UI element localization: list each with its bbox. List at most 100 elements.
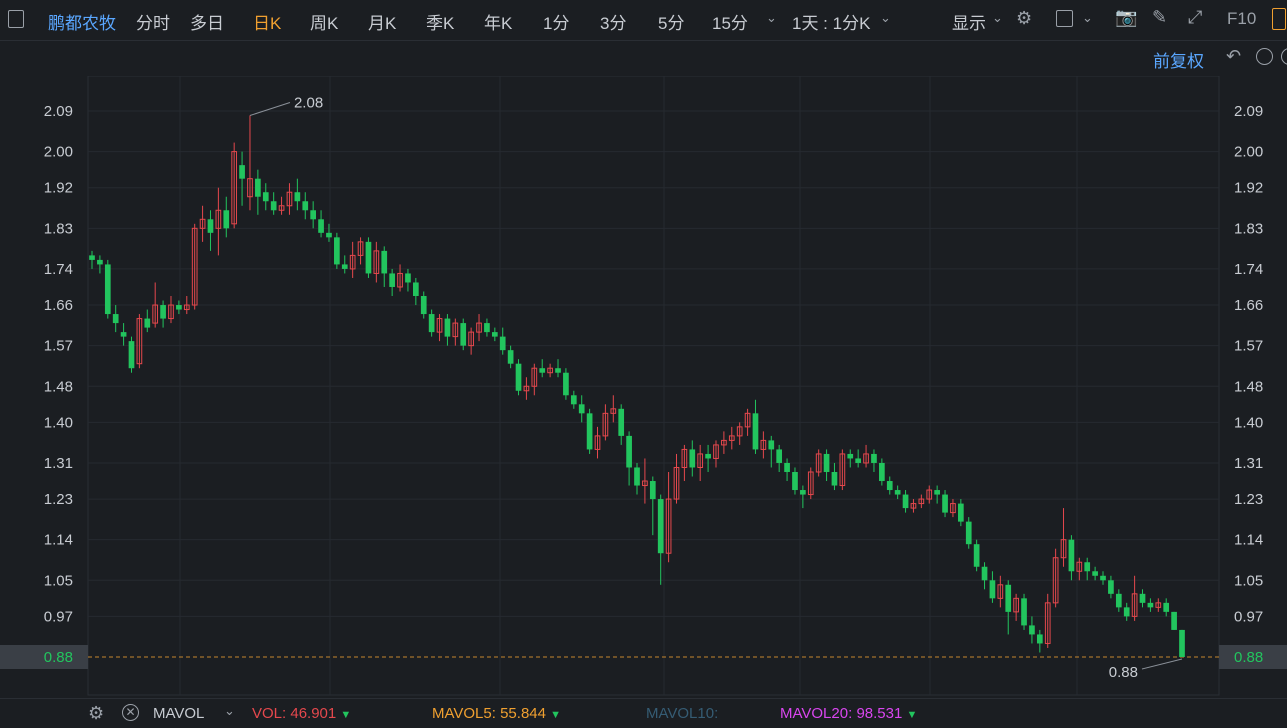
candle-body	[918, 498, 925, 505]
y-tick-label-right: 1.40	[1234, 414, 1263, 431]
mavol20-value: 98.531	[856, 705, 903, 722]
candle-body	[231, 151, 238, 225]
tab-period[interactable]: 15分	[712, 14, 748, 33]
fullscreen-icon[interactable]: ⤢	[1188, 7, 1203, 27]
candle-body	[460, 323, 467, 346]
chevron-down-icon[interactable]: ⌄	[766, 10, 777, 25]
tab-period[interactable]: 季K	[426, 14, 455, 33]
zoom-out-icon[interactable]	[1256, 48, 1273, 65]
y-tick-label-left: 1.92	[44, 180, 73, 197]
candle-body	[784, 462, 790, 472]
sidebar-toggle-icon[interactable]	[8, 10, 24, 28]
tab-period[interactable]: 分时	[136, 14, 170, 33]
stock-name[interactable]: 鹏都农牧	[48, 14, 116, 33]
candle-body	[894, 490, 901, 495]
tab-period[interactable]: 多日	[190, 14, 224, 33]
tab-period[interactable]: 年K	[484, 14, 513, 33]
y-tick-label-right: 1.05	[1234, 572, 1263, 589]
indicator-name[interactable]: MAVOL	[153, 705, 205, 722]
close-icon[interactable]: ✕	[122, 704, 139, 721]
kline-chart-svg[interactable]: 2.09 2.09 2.00 2.00 1.92 1.92 1.83 1.83 1.74 1.74…	[0, 75, 1287, 696]
candle-body	[721, 439, 727, 446]
candle-body	[247, 178, 253, 198]
candle-body	[736, 426, 743, 437]
candle-body	[215, 209, 222, 229]
undo-icon[interactable]: ↶	[1226, 46, 1242, 66]
candle-body	[879, 462, 885, 482]
top-toolbar: 鹏都农牧 分时 多日 日K 周K 月K 季K 年K 1分 3分 5分 15分 ⌄ 1天 : 1分K …	[0, 0, 1287, 41]
mavol10-indicator: MAVOL10:	[646, 705, 719, 722]
candle-body	[973, 544, 980, 567]
tab-period[interactable]: 周K	[310, 14, 339, 33]
candle-body	[610, 408, 617, 414]
square-icon[interactable]	[1056, 10, 1073, 27]
y-tick-label-right: 1.23	[1234, 491, 1263, 508]
candle-body	[1100, 575, 1106, 581]
candle-body	[334, 237, 340, 265]
chevron-down-icon[interactable]: ⌄	[880, 10, 891, 25]
candle-body	[713, 444, 719, 459]
tab-period[interactable]: 5分	[658, 14, 685, 33]
y-tick-label-right: 1.66	[1234, 297, 1263, 314]
candle-body	[1084, 562, 1091, 572]
y-tick-label-left: 1.05	[44, 572, 73, 589]
y-tick-label-left: 2.00	[44, 144, 73, 161]
tab-period[interactable]: 月K	[368, 14, 397, 33]
candle-body	[452, 322, 459, 338]
gear-icon[interactable]: ⚙	[1016, 8, 1033, 28]
candle-body	[286, 191, 293, 207]
candle-body	[871, 453, 877, 463]
candle-body	[942, 494, 948, 513]
display-menu[interactable]: 显示	[952, 14, 986, 33]
candle-body	[405, 273, 411, 283]
candle-body	[642, 480, 648, 487]
candle-body	[326, 232, 332, 238]
last-price-badge-left	[0, 645, 88, 669]
panel-icon[interactable]	[1272, 8, 1286, 30]
last-price-label-right: 0.88	[1234, 649, 1263, 666]
gear-icon[interactable]: ⚙	[88, 703, 105, 723]
mavol5-indicator: MAVOL5: 55.844 ▼	[432, 705, 561, 722]
candle-body	[1076, 561, 1083, 572]
tab-period[interactable]: 1分	[543, 14, 570, 33]
candle-body	[997, 584, 1004, 599]
candle-body	[318, 219, 324, 233]
y-tick-label-right: 1.57	[1234, 338, 1263, 355]
pencil-icon[interactable]: ✎	[1152, 7, 1168, 27]
camera-icon[interactable]: 📷	[1115, 7, 1138, 27]
zoom-in-icon[interactable]	[1281, 48, 1287, 65]
candle-body	[934, 490, 940, 495]
chevron-down-icon[interactable]: ⌄	[224, 703, 235, 718]
adjust-mode[interactable]: 前复权	[1153, 52, 1204, 71]
mavol20-label: MAVOL20:	[780, 705, 853, 722]
candle-body	[902, 494, 909, 509]
candle-body	[950, 503, 956, 514]
tab-period[interactable]: 日K	[253, 14, 282, 33]
y-tick-label-left: 2.09	[44, 103, 73, 120]
candle-body	[634, 467, 640, 486]
plot-frame	[87, 75, 1220, 696]
candle-body	[839, 453, 846, 487]
vol-value: 46.901	[290, 705, 337, 722]
vol-indicator: VOL: 46.901 ▼	[252, 705, 351, 722]
candle-body	[926, 489, 933, 500]
y-tick-label-left: 1.23	[44, 491, 73, 508]
candle-body	[436, 318, 443, 333]
f10-button[interactable]: F10	[1227, 9, 1257, 28]
kline-chart[interactable]: 2.09 2.09 2.00 2.00 1.92 1.92 1.83 1.83 1.74 1.74…	[0, 75, 1287, 696]
arrow-down-icon: ▼	[340, 709, 352, 721]
candle-body	[744, 412, 751, 428]
y-tick-label-left: 1.83	[44, 220, 73, 237]
candle-body	[807, 471, 814, 496]
chevron-down-icon[interactable]: ⌄	[992, 10, 1003, 25]
chevron-down-icon[interactable]: ⌄	[1082, 10, 1093, 25]
candle-body	[681, 448, 688, 468]
tab-period[interactable]: 3分	[600, 14, 627, 33]
candle-body	[1036, 634, 1043, 644]
candle-body	[507, 350, 514, 364]
y-tick-label-left: 1.66	[44, 297, 73, 314]
candle-body	[728, 435, 735, 441]
y-tick-label-right: 0.97	[1234, 608, 1263, 625]
range-select[interactable]: 1天 : 1分K	[792, 14, 871, 33]
y-tick-label-right: 1.83	[1234, 220, 1263, 237]
